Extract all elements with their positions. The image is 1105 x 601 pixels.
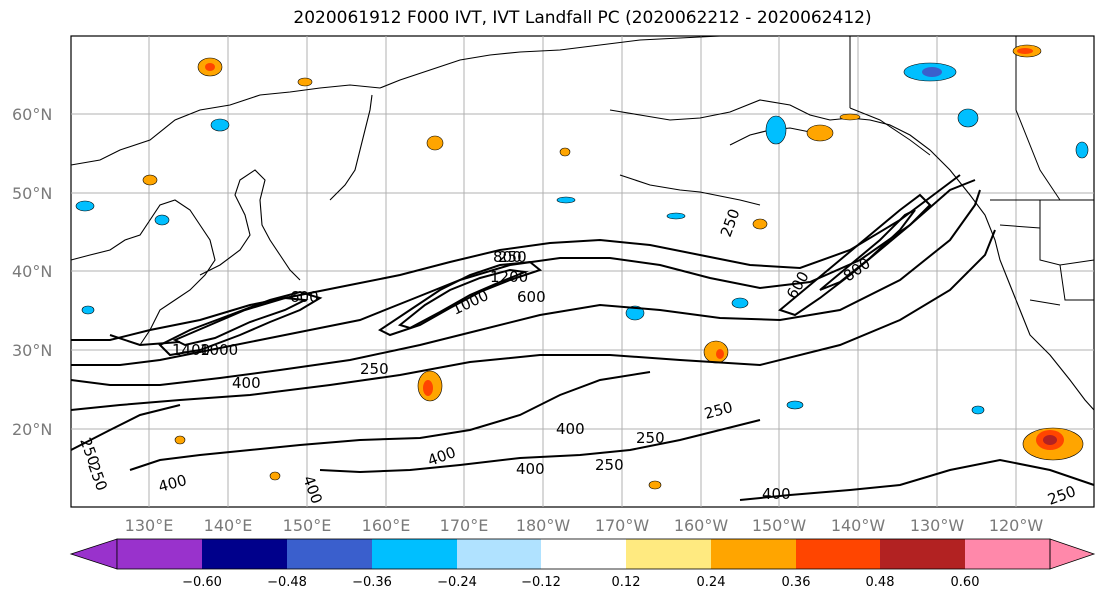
colorbar-segment: [287, 539, 372, 569]
lat-label: 50°N: [12, 184, 52, 203]
colorbar-tick-label: −0.24: [437, 575, 477, 590]
lon-label: 160°E: [362, 516, 411, 535]
colorbar-segment: [541, 539, 626, 569]
colorbar-segment: [457, 539, 541, 569]
contour-label: 400: [516, 460, 545, 478]
lon-label: 160°W: [674, 516, 729, 535]
lat-label: 40°N: [12, 262, 52, 281]
longitude-labels: 130°E 140°E 150°E 160°E 170°E 180°W 170°…: [125, 516, 1044, 535]
colorbar: −0.60 −0.48 −0.36 −0.24 −0.12 0.12 0.24 …: [69, 538, 1096, 590]
colorbar-segment: [202, 539, 287, 569]
contour-label: 800: [493, 248, 522, 266]
lon-label: 170°W: [595, 516, 650, 535]
graticule: [71, 36, 1094, 507]
lon-label: 170°E: [440, 516, 489, 535]
contour-label: 250: [498, 248, 527, 266]
contour-label: 250: [595, 456, 624, 474]
colorbar-max-extension: [1049, 538, 1096, 570]
colorbar-tick-label: 0.60: [951, 575, 980, 590]
map-title: 2020061912 F000 IVT, IVT Landfall PC (20…: [293, 8, 872, 28]
latitude-labels: 60°N 50°N 40°N 30°N 20°N: [12, 105, 52, 439]
colorbar-tick-label: 0.12: [612, 575, 641, 590]
contour-label: 600: [517, 288, 546, 306]
lon-label: 140°E: [204, 516, 253, 535]
colorbar-tick-label: −0.48: [267, 575, 307, 590]
lon-label: 150°E: [283, 516, 332, 535]
contour-label: 1000: [200, 341, 238, 359]
colorbar-tick-label: 0.48: [866, 575, 895, 590]
contour-label: 250: [636, 429, 665, 447]
contour-label: 1400: [172, 341, 210, 359]
lon-label: 130°E: [125, 516, 174, 535]
lon-label: 180°W: [516, 516, 571, 535]
colorbar-segment: [626, 539, 711, 569]
lat-label: 20°N: [12, 420, 52, 439]
colorbar-tick-label: −0.60: [182, 575, 222, 590]
lat-label: 30°N: [12, 341, 52, 360]
colorbar-tick-label: 0.36: [782, 575, 811, 590]
colorbar-segment: [880, 539, 965, 569]
lon-label: 130°W: [910, 516, 965, 535]
colorbar-tick-label: −0.36: [352, 575, 392, 590]
contour-label: 1200: [490, 268, 528, 286]
pc-shading: [75, 44, 1089, 490]
ivt-contours: [70, 174, 1095, 501]
contour-label: 250: [360, 360, 389, 378]
lon-label: 120°W: [989, 516, 1044, 535]
colorbar-min-extension: [69, 538, 118, 570]
lon-label: 140°W: [831, 516, 886, 535]
contour-label: 600: [290, 288, 319, 306]
borders: [849, 36, 1095, 306]
colorbar-tick-label: −0.12: [521, 575, 561, 590]
contour-label: 400: [762, 485, 791, 503]
colorbar-segment: [117, 539, 202, 569]
lon-label: 150°W: [752, 516, 807, 535]
colorbar-tick-label: 0.24: [697, 575, 726, 590]
colorbar-segment: [796, 539, 880, 569]
coastlines: [70, 35, 1095, 411]
colorbar-segment: [965, 539, 1050, 569]
lat-label: 60°N: [12, 105, 52, 124]
colorbar-segment: [372, 539, 457, 569]
contour-label: 400: [556, 420, 585, 438]
colorbar-segment: [711, 539, 796, 569]
contour-label: 400: [232, 374, 261, 392]
